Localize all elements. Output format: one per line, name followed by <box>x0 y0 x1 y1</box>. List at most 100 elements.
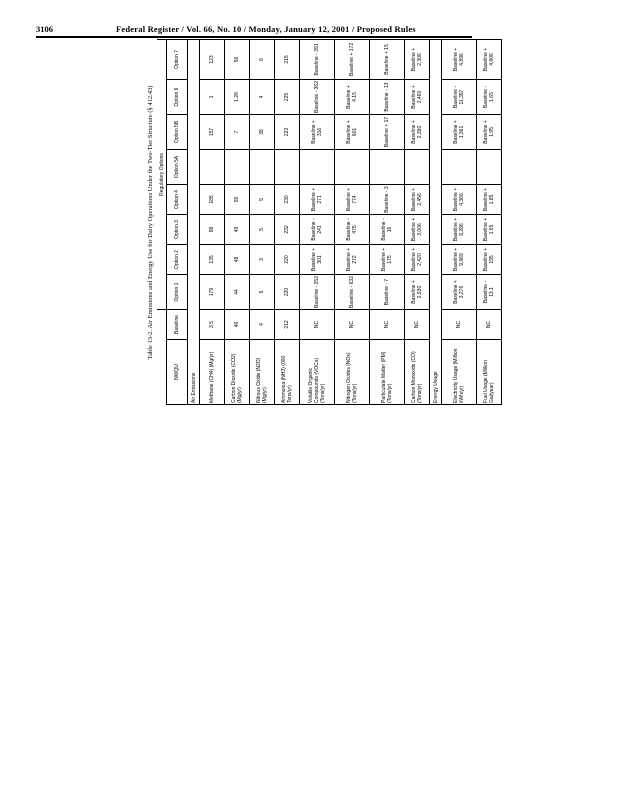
column-header: Option 4 <box>166 184 188 215</box>
table-cell: Baseline + 774 <box>334 184 370 215</box>
table-cell: Baseline + 9,286 <box>441 214 477 245</box>
table-cell: Baseline - 252 <box>299 274 335 310</box>
table-cell: 49 <box>224 214 250 245</box>
row-label: Ammonia (NH3) (000 Tons/yr) <box>274 339 300 405</box>
table-cell: NC <box>404 309 430 340</box>
table-cell: Baseline + 195 <box>476 244 502 275</box>
table-cell: Baseline + 3,276 <box>441 274 477 310</box>
table-cell: 135 <box>199 244 225 275</box>
table-cell: 220 <box>274 244 300 275</box>
table-cell <box>299 149 335 185</box>
column-header: NWQU <box>166 339 188 405</box>
table-cell: Baseline + 4.15 <box>334 79 370 115</box>
table-cell: Baseline + 17 <box>369 114 405 150</box>
table-row: Methane (CH4) (Mg/yr) 3.5 179 135 98 185 157 1 1… <box>199 39 225 405</box>
table-row: Electricity Usage (Million kWh/yr) NC Base… <box>441 39 477 405</box>
row-label: Carbon Dioxide (CO2) (Mg/yr) <box>224 339 250 405</box>
table-cell: 98 <box>199 214 225 245</box>
table-cell: Baseline + 3,006 <box>404 214 430 245</box>
table-cell: 232 <box>274 214 300 245</box>
table-cell: Baseline + 4,896 <box>441 39 477 80</box>
table-cell <box>404 149 430 185</box>
rotated-table-block: Table 13-2. Air Emissions and Energy Use… <box>145 39 502 405</box>
table-cell: Baseline + 1.85 <box>476 184 502 215</box>
table-caption: Table 13-2. Air Emissions and Energy Use… <box>147 85 154 360</box>
header-rule <box>36 36 472 38</box>
table-cell: 225 <box>274 79 300 115</box>
table-cell: 212 <box>274 309 300 340</box>
row-label: Fuel Usage (Million Gal/year) <box>476 339 502 405</box>
table-cell: 157 <box>199 114 225 150</box>
row-label: Nitrogen Oxides (NOx) (Tons/yr) <box>334 339 370 405</box>
column-header: Option 1 <box>166 274 188 310</box>
column-header: Option 2 <box>166 244 188 275</box>
running-header: 3106 Federal Register / Vol. 66, No. 10 … <box>36 24 466 36</box>
table-cell: Baseline - 13.1 <box>476 274 502 310</box>
table-cell <box>369 149 405 185</box>
row-label: Volatile Organic Compounds (VOCs) (Tons/… <box>299 339 335 405</box>
table-cell: 4 <box>249 79 275 115</box>
row-label: Nitrous Oxide (N2O) (Mg/yr) <box>249 339 275 405</box>
row-label: Carbon Monoxide (CO) (Tons/yr) <box>404 339 430 405</box>
table-cell: 5 <box>249 274 275 310</box>
table-cell: Baseline + 1.95 <box>476 114 502 150</box>
table-cell: Baseline + 2,460 <box>404 79 430 115</box>
table-cell: 215 <box>274 39 300 80</box>
table-cell: 3.5 <box>199 309 225 340</box>
table-cell: Baseline - 11,397 <box>441 79 477 115</box>
blank-cell <box>157 309 167 405</box>
table-cell: 123 <box>199 39 225 80</box>
row-label: Particulate Matter (PM) (Tons/yr) <box>369 339 405 405</box>
group-header: Regulatory Options <box>157 39 167 310</box>
table-cell: 179 <box>199 274 225 310</box>
table-cell: 44 <box>224 274 250 310</box>
table-row: Ammonia (NH3) (000 Tons/yr) 212 220 220 232 2… <box>274 39 300 405</box>
table-cell: 7 <box>224 114 250 150</box>
table-cell: Baseline + 316 <box>299 114 335 150</box>
table-cell: 223 <box>274 114 300 150</box>
table-cell: Baseline + 4,366 <box>441 184 477 215</box>
column-header: Baseline <box>166 309 188 340</box>
publication-title: Federal Register / Vol. 66, No. 10 / Mon… <box>116 24 416 34</box>
table-cell: 6 <box>249 39 275 80</box>
group-header-row: Regulatory Options <box>157 39 167 405</box>
page-number: 3106 <box>36 24 53 34</box>
table-cell: Baseline - 475 <box>334 214 370 245</box>
table-cell: 56 <box>224 39 250 80</box>
section-row: Air Emissions <box>187 39 200 405</box>
table-cell: 46 <box>224 309 250 340</box>
table-cell <box>274 149 300 185</box>
table-row: Fuel Usage (Million Gal/year) NC Baseline … <box>476 39 502 405</box>
table-cell: Baseline + 1,361 <box>441 114 477 150</box>
table-cell: 5 <box>249 184 275 215</box>
table-cell: Baseline + 175 <box>369 244 405 275</box>
table-cell: Baseline + 301 <box>299 244 335 275</box>
table-cell: Baseline - 7 <box>369 274 405 310</box>
table-cell: Baseline - 362 <box>299 79 335 115</box>
table-cell: Baseline + 15 <box>369 39 405 80</box>
table-cell <box>476 149 502 185</box>
table-cell: NC <box>369 309 405 340</box>
table-cell: 55 <box>224 184 250 215</box>
row-label: Methane (CH4) (Mg/yr) <box>199 339 225 405</box>
column-header: Option 3 <box>166 214 188 245</box>
row-label: Electricity Usage (Million kWh/yr) <box>441 339 477 405</box>
table-cell: 48 <box>224 244 250 275</box>
table-cell: 1.28 <box>224 79 250 115</box>
table-cell: Baseline - 241 <box>299 214 335 245</box>
table-cell: Baseline + 172 <box>334 39 370 80</box>
table-cell: NC <box>299 309 335 340</box>
table-cell: Baseline + 271 <box>299 184 335 215</box>
table-row: Carbon Dioxide (CO2) (Mg/yr) 46 44 48 49 55 7 1… <box>224 39 250 405</box>
table-cell: NC <box>476 309 502 340</box>
table-cell: 1 <box>199 79 225 115</box>
table-cell: Baseline + 601 <box>334 114 370 150</box>
table-cell: 4 <box>249 309 275 340</box>
table-cell: 3 <box>249 244 275 275</box>
emissions-table: Regulatory Options NWQU Baseline Option 1 Op… <box>157 39 502 405</box>
column-header-row: NWQU Baseline Option 1 Option 2 Option 3 Opti… <box>166 39 188 405</box>
table-cell <box>334 149 370 185</box>
table-row: Particulate Matter (PM) (Tons/yr) NC Basel… <box>369 39 405 405</box>
table-cell: Baseline + 1.65 <box>476 214 502 245</box>
table-cell: Baseline - 632 <box>334 274 370 310</box>
